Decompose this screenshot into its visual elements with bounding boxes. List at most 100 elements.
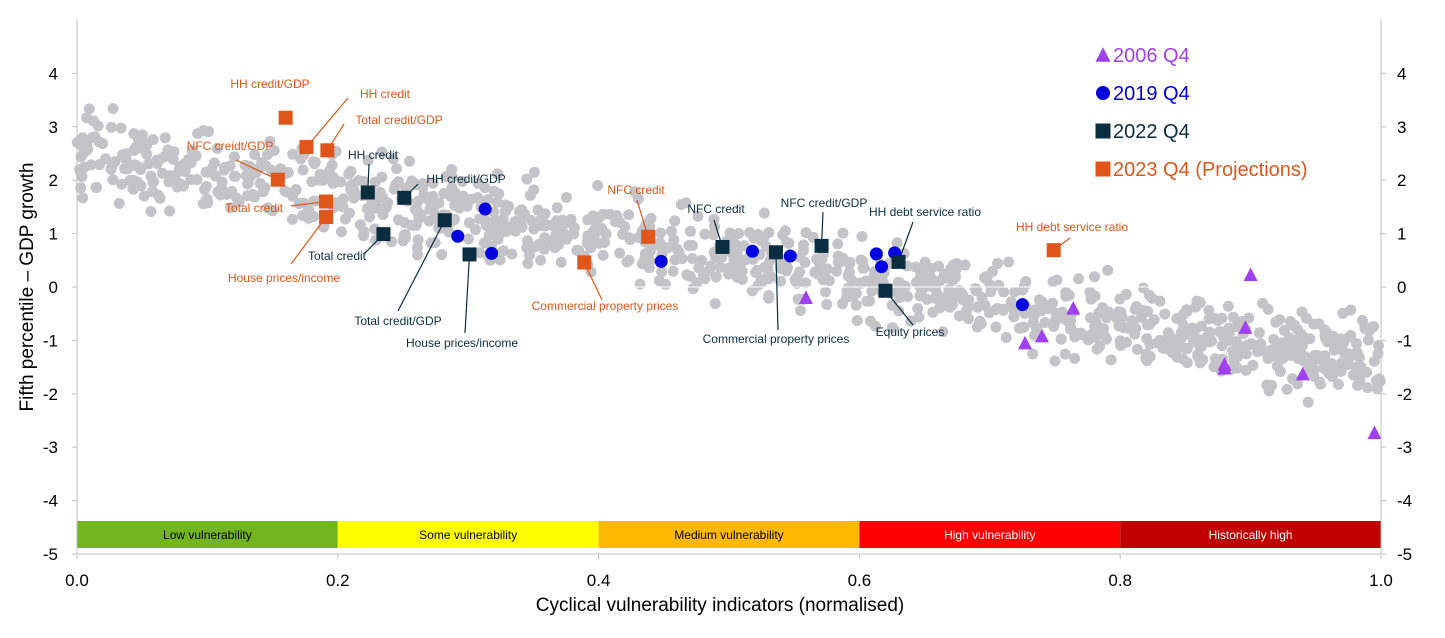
background-point (474, 247, 486, 259)
marker-series-1 (478, 202, 492, 216)
background-point (1049, 355, 1061, 367)
background-point (933, 260, 945, 272)
background-point (472, 177, 484, 189)
background-point (752, 228, 764, 240)
background-point (494, 254, 506, 266)
background-point (623, 209, 635, 221)
background-point (1115, 339, 1127, 351)
legend-marker (1095, 161, 1111, 177)
background-point (1372, 348, 1384, 360)
background-point (1039, 317, 1051, 329)
background-point (211, 142, 223, 154)
annotation-label: Total credit/GDP (355, 113, 442, 127)
background-point (440, 171, 452, 183)
background-point (500, 205, 512, 217)
background-point (138, 190, 150, 202)
background-point (303, 212, 315, 224)
background-point (1192, 348, 1204, 360)
background-point (998, 286, 1010, 298)
annotation-leader (397, 219, 446, 312)
background-point (339, 213, 351, 225)
background-point (910, 276, 922, 288)
background-point (1046, 297, 1058, 309)
background-point (201, 193, 213, 205)
background-point (115, 122, 127, 134)
background-point (541, 219, 553, 231)
background-point (1345, 329, 1357, 341)
background-point (1060, 290, 1072, 302)
background-point (832, 238, 844, 250)
background-point (597, 249, 609, 261)
background-point (837, 227, 849, 239)
background-point (373, 203, 385, 215)
background-point (369, 176, 381, 188)
background-point (337, 193, 349, 205)
background-point (178, 180, 190, 192)
background-point (354, 219, 366, 231)
annotation-label: Total credit (225, 201, 284, 215)
background-point (1027, 348, 1039, 360)
background-point (797, 245, 809, 257)
background-point (320, 171, 332, 183)
y-tick-label-right: -2 (1397, 385, 1412, 404)
background-point (727, 229, 739, 241)
background-point (891, 237, 903, 249)
background-point (509, 215, 521, 227)
background-point (180, 160, 192, 172)
background-point (143, 158, 155, 170)
marker-series-1 (485, 246, 499, 260)
background-point (1351, 338, 1363, 350)
background-point (821, 263, 833, 275)
annotation-leader (775, 252, 779, 331)
background-point (1159, 308, 1171, 320)
background-point (242, 177, 254, 189)
annotation-leader (290, 216, 327, 265)
band-label: Some vulnerability (419, 528, 517, 542)
background-point (945, 292, 957, 304)
background-point (1129, 303, 1141, 315)
background-point (219, 162, 231, 174)
background-point (954, 310, 966, 322)
background-point (335, 176, 347, 188)
marker-series-2 (397, 190, 412, 205)
background-point (404, 155, 416, 167)
background-point (1268, 333, 1280, 345)
background-point (869, 275, 881, 287)
band-label: High vulnerability (944, 528, 1035, 542)
x-tick-label: 0.8 (1108, 571, 1132, 590)
background-point (667, 265, 679, 277)
background-point (556, 215, 568, 227)
background-point (1114, 293, 1126, 305)
legend-entry: 2022 Q4 (1113, 121, 1190, 143)
background-point (105, 121, 117, 133)
marker-series-2 (878, 283, 893, 298)
y-tick-label: 1 (49, 225, 58, 244)
background-point (1333, 361, 1345, 373)
background-point (382, 197, 394, 209)
background-point (1179, 328, 1191, 340)
background-point (364, 211, 376, 223)
background-point (861, 295, 873, 307)
background-point (990, 321, 1002, 333)
annotation-leader (306, 97, 349, 148)
background-point (1170, 342, 1182, 354)
background-point (676, 253, 688, 265)
background-point (1102, 264, 1114, 276)
background-point (1297, 355, 1309, 367)
background-point (228, 151, 240, 163)
background-point (347, 178, 359, 190)
background-point (417, 178, 429, 190)
marker-series-0 (1243, 267, 1258, 282)
background-point (267, 205, 279, 217)
background-point (1129, 328, 1141, 340)
background-point (528, 241, 540, 253)
background-point (691, 277, 703, 289)
background-point (374, 186, 386, 198)
annotation-label: NFC creidt/GDP (187, 139, 274, 153)
background-point (709, 298, 721, 310)
background-point (675, 199, 687, 211)
background-point (669, 215, 681, 227)
background-point (362, 154, 374, 166)
background-point (777, 229, 789, 241)
background-point (683, 239, 695, 251)
